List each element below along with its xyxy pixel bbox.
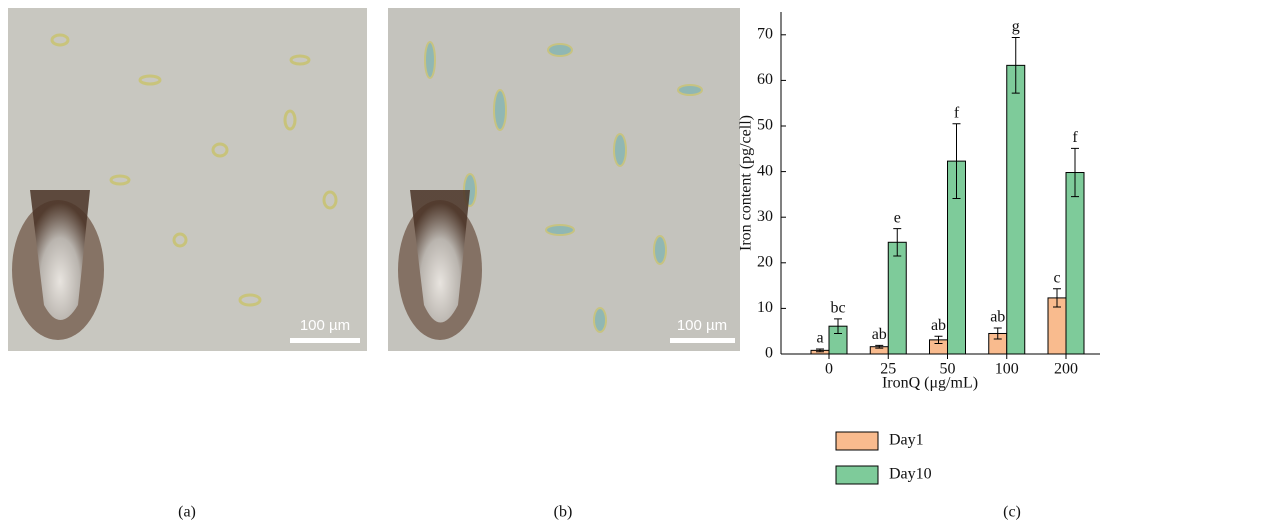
significance-letter: bc <box>830 300 845 317</box>
y-tick-label: 70 <box>757 25 773 42</box>
legend-swatch <box>835 431 879 451</box>
y-tick-label: 30 <box>757 208 773 225</box>
significance-letter: f <box>954 104 960 121</box>
significance-letter: ab <box>990 309 1005 326</box>
legend-label: Day10 <box>889 466 932 483</box>
x-axis-label: IronQ (μg/mL) <box>882 375 978 392</box>
error-bar <box>1011 37 1020 94</box>
error-bar <box>875 344 884 349</box>
panel-label: (a) <box>178 504 196 521</box>
significance-letter: a <box>816 330 823 347</box>
significance-letter: e <box>894 209 901 226</box>
significance-letter: f <box>1072 129 1078 146</box>
error-bar <box>934 335 943 345</box>
bar <box>1065 172 1085 355</box>
x-tick-label: 100 <box>995 361 1019 378</box>
error-bar <box>952 123 961 200</box>
bar <box>887 241 907 355</box>
y-tick-label: 10 <box>757 299 773 316</box>
error-bar <box>993 327 1002 340</box>
micrograph-b: 100 µm <box>388 8 740 351</box>
y-tick-label: 50 <box>757 117 773 134</box>
significance-letter: c <box>1053 269 1060 286</box>
scale-bar-label: 100 µm <box>677 317 727 334</box>
legend-label: Day1 <box>889 432 924 449</box>
y-axis-label: Iron content (pg/cell) <box>738 115 755 251</box>
y-tick-label: 60 <box>757 71 773 88</box>
significance-letter: g <box>1012 18 1020 35</box>
panel-label: (c) <box>1003 504 1021 521</box>
x-tick-label: 25 <box>880 361 896 378</box>
y-tick-label: 40 <box>757 162 773 179</box>
error-bar <box>834 318 842 334</box>
x-tick-label: 50 <box>940 361 956 378</box>
legend-swatch <box>835 465 879 485</box>
y-tick-label: 20 <box>757 253 773 270</box>
micrograph-a: 100 µm <box>8 8 367 351</box>
error-bar <box>893 228 902 257</box>
y-tick-label: 0 <box>765 345 773 362</box>
scale-bar-label: 100 µm <box>300 317 350 334</box>
panel-label: (b) <box>554 504 573 521</box>
significance-letter: ab <box>931 317 946 334</box>
error-bar <box>816 348 824 353</box>
error-bar <box>1071 147 1079 198</box>
x-tick-label: 200 <box>1054 361 1078 378</box>
significance-letter: ab <box>872 326 887 343</box>
x-tick-label: 0 <box>825 361 833 378</box>
error-bar <box>1053 288 1061 308</box>
bar <box>1006 64 1026 355</box>
